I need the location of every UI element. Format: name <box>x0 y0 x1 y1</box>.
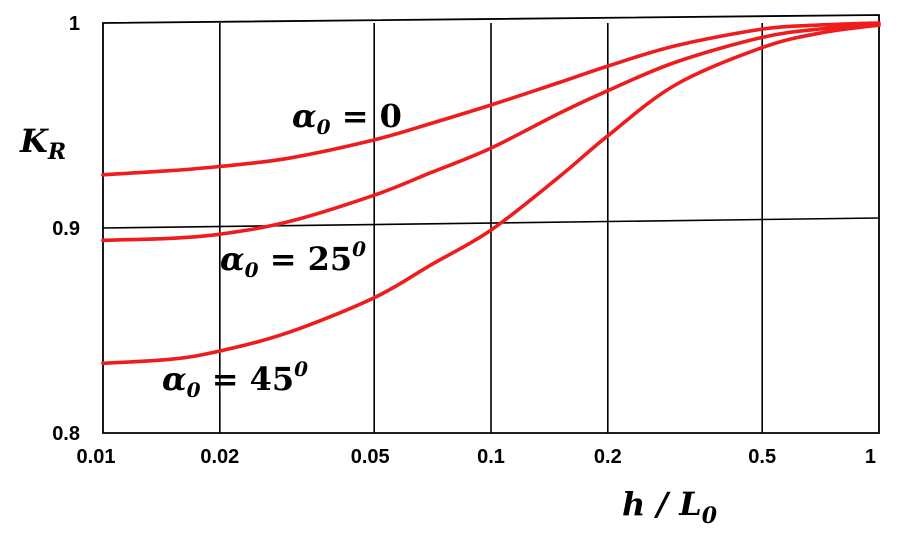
y-gridline <box>102 217 880 229</box>
series-line-1 <box>101 23 881 243</box>
x-tick-label: 0.1 <box>477 446 505 468</box>
y-axis-label: KR <box>19 122 66 165</box>
plot-border <box>102 14 880 434</box>
y-tick-label: 1 <box>69 13 80 35</box>
series-label-2: α0 = 450 <box>162 357 308 402</box>
x-tick-label: 0.5 <box>748 446 776 468</box>
series-label-1: α0 = 250 <box>220 237 366 282</box>
series-line-0 <box>101 21 881 177</box>
y-tick-labels: 0.8 0.9 1 <box>52 13 80 445</box>
x-tick-label: 0.05 <box>351 446 390 468</box>
series-label-0: α0 = 0 <box>292 97 402 139</box>
plot-frame <box>102 14 880 434</box>
y-tick-label: 0.9 <box>52 218 80 240</box>
x-tick-labels: 0.01 0.02 0.05 0.1 0.2 0.5 1 <box>77 446 876 468</box>
x-tick-label: 0.02 <box>200 446 239 468</box>
curves <box>101 21 881 366</box>
y-tick-label: 0.8 <box>52 423 80 445</box>
x-tick-label: 0.2 <box>594 446 622 468</box>
x-axis-label: h / L0 <box>622 485 718 529</box>
x-tick-label: 1 <box>865 446 876 468</box>
x-tick-label: 0.01 <box>77 446 116 468</box>
series-line-2 <box>101 23 881 366</box>
